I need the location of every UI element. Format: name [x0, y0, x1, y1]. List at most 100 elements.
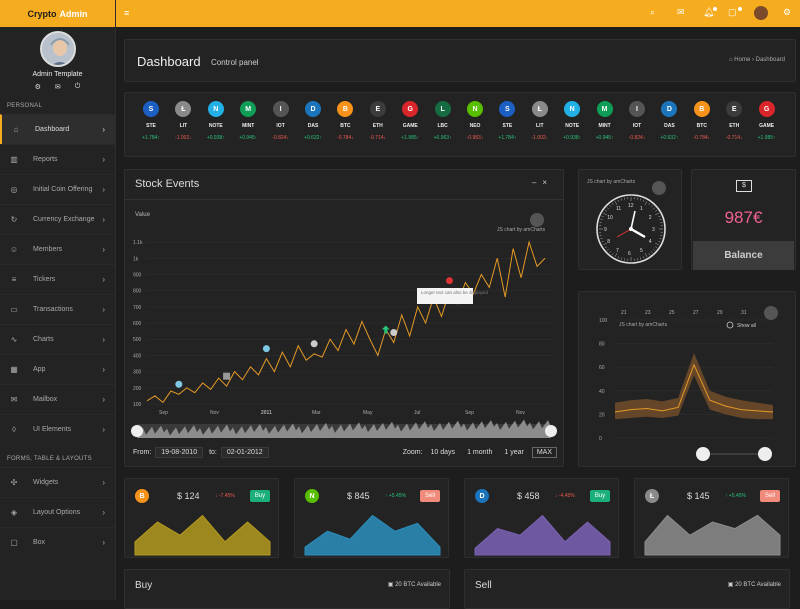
sidebar-item-reports[interactable]: ▥Reports› [0, 144, 115, 174]
sidebar-item-dashboard[interactable]: ⌂Dashboard› [0, 114, 115, 144]
y-tick-label: 0 [599, 436, 602, 442]
coin-change: ↓ -7.45% [215, 493, 235, 499]
download-icon[interactable] [764, 306, 778, 320]
zoom-out-icon[interactable] [727, 322, 733, 328]
profile-name: Admin Template [0, 71, 115, 78]
x-tick-label: 25 [669, 310, 675, 316]
ticker-name: GAME [747, 123, 787, 129]
chevron-right-icon: › [102, 365, 105, 374]
download-icon[interactable] [652, 181, 666, 195]
page-subtitle: Control panel [211, 58, 259, 67]
arrow-down-icon: ↓ [643, 135, 646, 141]
x-tick-label: Nov [516, 410, 525, 416]
zoom-max-button[interactable]: MAX [532, 447, 557, 458]
ticker-change-value: -0.784 [337, 135, 351, 141]
sidebar-item-app[interactable]: ▦App› [0, 354, 115, 384]
sidebar-item-currency-exchange[interactable]: ↻Currency Exchange› [0, 204, 115, 234]
clock-tick [640, 199, 641, 201]
search-icon[interactable]: ⌕ [650, 7, 655, 18]
sell-button[interactable]: Sell [420, 490, 440, 502]
breadcrumb-current: Dashboard [756, 57, 785, 63]
coin-icon: I [273, 101, 289, 117]
event-marker[interactable] [263, 345, 270, 352]
sidebar-item-label: Tickers [33, 276, 55, 283]
app-logo[interactable]: Crypto Admin [0, 0, 115, 27]
sidebar-item-ui-elements[interactable]: ◊UI Elements› [0, 414, 115, 444]
breadcrumb-home[interactable]: Home [734, 57, 750, 63]
avatar[interactable] [40, 31, 76, 67]
sidebar-item-widgets[interactable]: ✣Widgets› [0, 467, 115, 497]
y-tick-label: 600 [133, 321, 142, 327]
range-slider-left-handle[interactable] [696, 447, 710, 461]
mail-icon[interactable]: ✉ [55, 83, 61, 91]
scrollbar-right-handle[interactable] [545, 425, 557, 437]
event-marker[interactable] [311, 340, 318, 347]
from-date-input[interactable]: 19-08-2010 [155, 447, 203, 458]
y-tick-label: 500 [133, 337, 142, 343]
sidebar-item-label: Charts [33, 336, 54, 343]
menu-toggle-icon[interactable]: ≡ [124, 8, 129, 18]
zoom-1-year-button[interactable]: 1 year [500, 448, 527, 457]
range-slider-right-handle[interactable] [758, 447, 772, 461]
power-icon[interactable]: ⏻ [75, 83, 81, 91]
buy-button[interactable]: Buy [250, 490, 270, 502]
sidebar-item-transactions[interactable]: ▭Transactions› [0, 294, 115, 324]
balance-panel: $ 987€ Balance [691, 169, 796, 270]
arrow-up-icon: ↑ [773, 135, 776, 141]
clock-tick [651, 251, 652, 252]
coin-sparkline [465, 507, 618, 557]
event-arrow-icon[interactable] [382, 326, 390, 334]
x-tick-label: Nov [210, 410, 219, 416]
y-tick-label: 1.1k [133, 240, 143, 246]
settings-icon[interactable]: ⚙ [35, 83, 41, 91]
clock-tick [607, 249, 608, 250]
logo-text-part2: Admin [60, 9, 88, 19]
gear-icon[interactable]: ⚙ [783, 7, 791, 18]
minimize-icon[interactable]: – [532, 178, 542, 187]
zoom-1-month-button[interactable]: 1 month [463, 448, 496, 457]
show-all-link[interactable]: Show all [737, 323, 756, 329]
event-marker[interactable] [175, 381, 182, 388]
close-icon[interactable]: × [542, 178, 553, 187]
scrollbar-left-handle[interactable] [131, 425, 143, 437]
user-avatar[interactable] [754, 6, 768, 20]
sidebar-item-tickers[interactable]: ≡Tickers› [0, 264, 115, 294]
sidebar-item-members[interactable]: ☺Members› [0, 234, 115, 264]
x-tick-label: Sep [159, 410, 168, 416]
sidebar-item-initial-coin-offering[interactable]: ◎Initial Coin Offering› [0, 174, 115, 204]
coin-change-value: -7.45% [219, 493, 235, 499]
zoom-10-days-button[interactable]: 10 days [427, 448, 460, 457]
chat-icon[interactable]: ▢ [728, 7, 737, 18]
coin-icon: G [759, 101, 775, 117]
coin-card-das: D$ 458↓ -4.45%Buy [464, 478, 619, 558]
sidebar-item-label: Reports [33, 156, 58, 163]
sidebar-item-charts[interactable]: ∿Charts› [0, 324, 115, 354]
coin-icon: M [597, 101, 613, 117]
ticker-change-value: -0.714 [369, 135, 383, 141]
sidebar-item-box[interactable]: ▢Box› [0, 527, 115, 557]
ticker-change-value: +1.784 [142, 135, 157, 141]
mail-icon[interactable]: ✉ [677, 7, 685, 18]
sell-button[interactable]: Sell [760, 490, 780, 502]
mail-icon: ✉ [7, 395, 21, 404]
ticker-change-value: -0.824 [629, 135, 643, 141]
event-marker[interactable] [446, 277, 453, 284]
coin-icon: S [143, 101, 159, 117]
sidebar-item-label: Initial Coin Offering [33, 186, 92, 193]
chevron-right-icon: › [102, 538, 105, 547]
clock-tick [658, 216, 660, 217]
event-marker[interactable] [223, 373, 230, 380]
sidebar-item-mailbox[interactable]: ✉Mailbox› [0, 384, 115, 414]
chart-credit: JS chart by amCharts [587, 179, 636, 185]
to-date-input[interactable]: 02-01-2012 [221, 447, 269, 458]
buy-button[interactable]: Buy [590, 490, 610, 502]
balance-button[interactable]: Balance [693, 241, 794, 270]
sidebar-item-layout-options[interactable]: ◈Layout Options› [0, 497, 115, 527]
event-marker[interactable] [390, 329, 397, 336]
download-icon[interactable] [530, 213, 544, 227]
